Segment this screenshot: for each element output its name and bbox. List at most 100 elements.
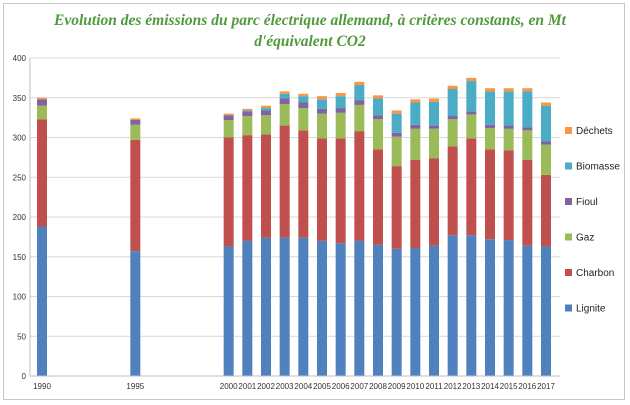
y-tick-label: 100 <box>13 293 27 302</box>
bar-segment-gaz <box>242 116 253 136</box>
bar-segment-gaz <box>317 113 327 139</box>
x-tick-label: 2010 <box>406 382 424 391</box>
bar-segment-fioul <box>429 125 439 129</box>
bar-segment-charbon <box>130 139 141 252</box>
bar-segment-gaz <box>279 104 290 126</box>
bar-segment-gaz <box>223 120 234 138</box>
bar-segment-dchets <box>37 97 47 100</box>
bar-segment-dchets <box>522 88 533 92</box>
bar-segment-lignite <box>466 235 477 376</box>
bar-segment-dchets <box>223 113 234 116</box>
bar-segment-dchets <box>447 85 458 89</box>
bar-segment-charbon <box>242 135 253 241</box>
bar-segment-lignite <box>541 246 551 376</box>
bar-segment-dchets <box>410 99 421 103</box>
x-tick-label: 2007 <box>350 382 368 391</box>
bar-segment-lignite <box>261 237 271 376</box>
bar-segment-dchets <box>391 110 402 114</box>
x-tick-label: 2002 <box>257 382 275 391</box>
chart-title: Evolution des émissions du parc électriq… <box>54 12 566 50</box>
bar-segment-fioul <box>261 110 271 116</box>
bar-segment-charbon <box>541 174 551 247</box>
bar-segment-lignite <box>130 251 141 376</box>
bar-segment-gaz <box>410 128 421 160</box>
x-tick-label: 2009 <box>388 382 406 391</box>
bar-segment-dchets <box>279 91 290 94</box>
bar-segment-charbon <box>298 130 309 238</box>
y-tick-label: 400 <box>13 54 27 63</box>
x-tick-label: 2013 <box>462 382 480 391</box>
bar-segment-biomasse <box>242 110 253 112</box>
bar-segment-dchets <box>261 105 271 109</box>
bar-segment-charbon <box>261 134 271 238</box>
bar-segment-lignite <box>522 245 533 376</box>
bar-segment-fioul <box>223 115 234 121</box>
bar-segment-charbon <box>317 138 327 241</box>
x-tick-label: 2004 <box>294 382 312 391</box>
bar-segment-biomasse <box>261 108 271 111</box>
bar-segment-fioul <box>410 124 421 129</box>
bar-segment-gaz <box>354 104 365 132</box>
bar-segment-charbon <box>37 119 47 227</box>
y-tick-label: 150 <box>13 253 27 262</box>
x-tick-label: 2006 <box>332 382 350 391</box>
legend-swatch <box>565 127 572 134</box>
x-axis: 1990 1995 2000 2001 2002 2003 2004 2005 2006 2007… <box>30 375 560 391</box>
bar-segment-dchets <box>130 118 141 121</box>
bar-segment-biomasse <box>447 89 458 117</box>
bar-segment-dchets <box>354 81 365 86</box>
bar-segment-fioul <box>37 99 47 106</box>
bar-segment-lignite <box>317 240 327 376</box>
bar-segment-lignite <box>298 237 309 376</box>
bar-segment-charbon <box>279 125 290 238</box>
bar-segment-charbon <box>485 149 495 240</box>
bar-segment-biomasse <box>541 105 551 142</box>
x-tick-label: 2011 <box>425 382 443 391</box>
bar-segment-dchets <box>503 88 514 92</box>
x-tick-label: 2005 <box>313 382 331 391</box>
legend-label: Déchets <box>576 126 613 137</box>
legend-swatch <box>565 269 572 276</box>
bar-segment-dchets <box>541 102 551 106</box>
y-tick-label: 50 <box>17 332 26 341</box>
bar-segment-biomasse <box>335 96 346 109</box>
bar-segment-dchets <box>317 96 327 100</box>
x-tick-label: 1990 <box>33 382 51 391</box>
x-tick-label: 2003 <box>276 382 294 391</box>
y-tick-label: 250 <box>13 173 27 182</box>
bar-segment-fioul <box>485 124 495 128</box>
bar-segment-gaz <box>466 114 477 139</box>
x-tick-label: 2016 <box>518 382 536 391</box>
bar-segment-charbon <box>373 149 383 245</box>
x-tick-label: 2008 <box>369 382 387 391</box>
bar-segment-lignite <box>223 246 234 376</box>
bar-segment-gaz <box>373 119 383 150</box>
bar-segment-lignite <box>37 226 47 376</box>
y-tick-label: 350 <box>13 94 27 103</box>
bar-segment-biomasse <box>373 98 383 116</box>
bar-segment-fioul <box>298 102 309 109</box>
bar-segment-charbon <box>223 137 234 247</box>
bar-segment-fioul <box>317 108 327 114</box>
bar-segment-dchets <box>242 108 253 111</box>
bar-segment-biomasse <box>279 93 290 99</box>
bar-segment-biomasse <box>317 99 327 109</box>
bar-segment-fioul <box>541 141 551 145</box>
bar-segment-charbon <box>447 146 458 236</box>
legend-swatch <box>565 233 572 241</box>
legend-swatch <box>565 198 572 205</box>
bar-segment-charbon <box>466 138 477 236</box>
legend-label: Biomasse <box>576 162 620 173</box>
bar-segment-dchets <box>466 77 477 82</box>
legend-swatch <box>565 304 572 312</box>
bar-segment-gaz <box>37 105 47 120</box>
legend: Déchets Biomasse Fioul Gaz Charbon Lignite <box>565 126 620 315</box>
gridlines <box>30 57 560 377</box>
bar-segment-dchets <box>373 95 383 99</box>
bar-segment-dchets <box>429 98 439 102</box>
bar-segment-biomasse <box>410 102 421 125</box>
bar-segment-lignite <box>485 239 495 376</box>
bar-segment-charbon <box>391 166 402 249</box>
bar-segment-gaz <box>522 130 533 160</box>
bar-segment-lignite <box>354 240 365 376</box>
